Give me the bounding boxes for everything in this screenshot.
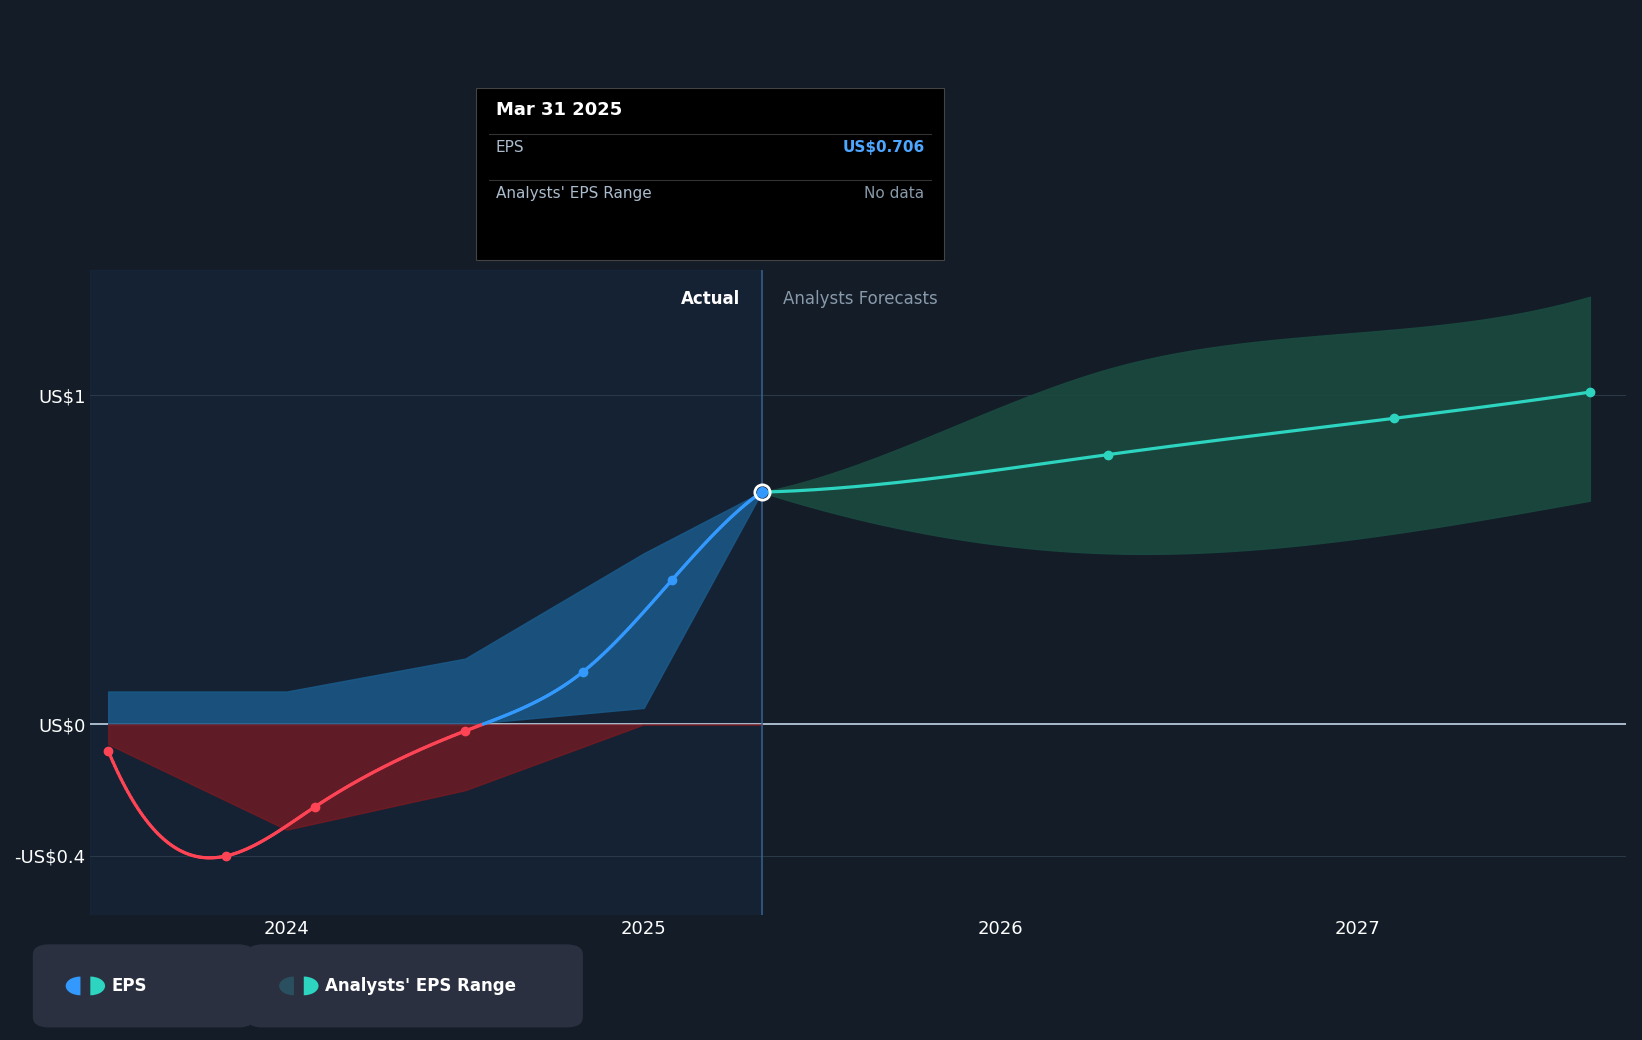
Bar — [90, 270, 762, 915]
Text: Actual: Actual — [681, 290, 741, 308]
Text: EPS: EPS — [496, 140, 524, 155]
Text: US$0.706: US$0.706 — [842, 140, 924, 155]
Text: EPS: EPS — [112, 977, 148, 995]
Text: Analysts Forecasts: Analysts Forecasts — [783, 290, 938, 308]
Text: No data: No data — [864, 186, 924, 201]
Text: Analysts' EPS Range: Analysts' EPS Range — [496, 186, 652, 201]
Text: Mar 31 2025: Mar 31 2025 — [496, 101, 622, 119]
Text: Analysts' EPS Range: Analysts' EPS Range — [325, 977, 516, 995]
